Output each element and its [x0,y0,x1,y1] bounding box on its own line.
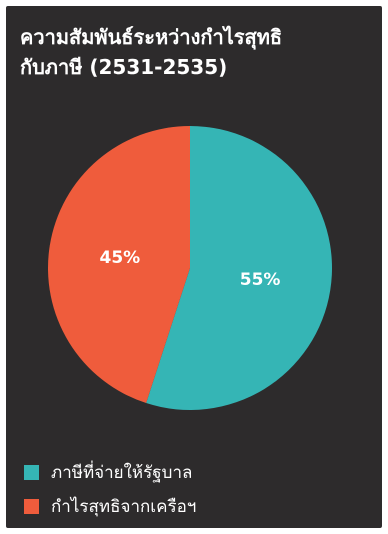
legend-item-profit: กำไรสุทธิจากเครือฯ [24,492,374,520]
pie-label-profit: 45% [100,248,141,268]
pie-chart: 55% 45% [48,126,332,410]
legend-label-tax: ภาษีที่จ่ายให้รัฐบาล [51,462,193,483]
chart-card: ความสัมพันธ์ระหว่างกำไรสุทธิ กับภาษี (25… [6,6,382,528]
pie-slices [48,126,332,410]
pie-slice-tax [146,126,332,410]
legend-swatch-tax [24,464,39,480]
legend-label-profit: กำไรสุทธิจากเครือฯ [51,496,197,517]
legend: ภาษีที่จ่ายให้รัฐบาล กำไรสุทธิจากเครือฯ [24,458,374,526]
chart-title: ความสัมพันธ์ระหว่างกำไรสุทธิ [20,25,283,49]
pie-label-tax: 55% [240,270,281,290]
chart-subtitle: กับภาษี (2531-2535) [20,55,228,79]
legend-swatch-profit [24,498,39,514]
pie-slice-profit [48,126,190,404]
chart-title-block: ความสัมพันธ์ระหว่างกำไรสุทธิ กับภาษี (25… [20,22,370,82]
legend-item-tax: ภาษีที่จ่ายให้รัฐบาล [24,458,374,486]
pie-slice-labels: 55% 45% [100,248,281,290]
